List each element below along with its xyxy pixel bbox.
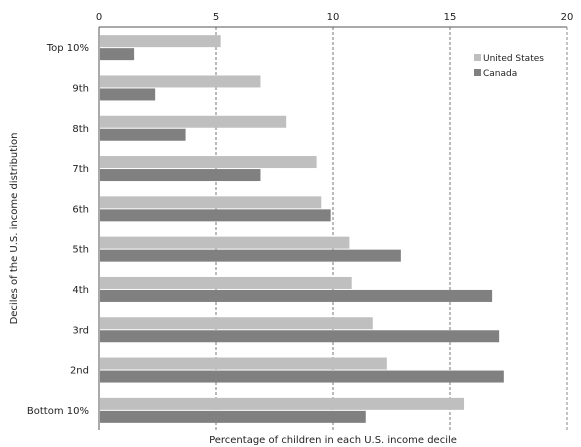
x-tick-label: 20 <box>561 12 574 23</box>
bar-canada <box>100 169 261 182</box>
category-label: 2nd <box>70 366 89 377</box>
bar-canada <box>100 48 135 61</box>
x-tick-label: 10 <box>327 12 340 23</box>
category-label: 3rd <box>72 325 89 336</box>
bar-canada <box>100 410 366 423</box>
category-label: Top 10% <box>46 43 89 54</box>
x-tick-labels: 0 5 10 15 20 <box>96 12 574 23</box>
bar-united-states <box>100 156 317 169</box>
category-label: 7th <box>72 164 89 175</box>
bar-united-states <box>100 276 352 289</box>
bar-canada <box>100 128 186 141</box>
bar-united-states <box>100 75 261 88</box>
category-label: 8th <box>72 124 89 135</box>
category-labels: Top 10% 9th 8th 7th 6th 5th 4th 3rd 2nd Bottom 10… <box>27 43 89 417</box>
bar-canada <box>100 88 156 101</box>
bars <box>100 35 504 423</box>
bar-canada <box>100 209 331 222</box>
category-label: 6th <box>72 204 89 215</box>
y-axis-title: Deciles of the U.S. income distribution <box>9 133 20 325</box>
bar-canada <box>100 289 493 302</box>
category-label: 4th <box>72 285 89 296</box>
x-tick-label: 5 <box>213 12 219 23</box>
legend-swatch <box>474 54 481 61</box>
bar-canada <box>100 249 401 262</box>
bar-united-states <box>100 317 373 330</box>
bar-united-states <box>100 236 350 249</box>
bar-united-states <box>100 357 387 370</box>
legend-label: United States <box>483 54 544 64</box>
bar-united-states <box>100 196 322 209</box>
category-label: 5th <box>72 245 89 256</box>
category-label: Bottom 10% <box>27 406 89 417</box>
x-tick-label: 0 <box>96 12 102 23</box>
legend-label: Canada <box>483 69 517 79</box>
bar-canada <box>100 370 504 383</box>
bar-canada <box>100 330 500 343</box>
x-axis-title: Percentage of children in each U.S. inco… <box>209 435 457 446</box>
legend-swatch <box>474 69 481 76</box>
bar-united-states <box>100 397 465 410</box>
category-label: 9th <box>72 83 89 94</box>
bar-united-states <box>100 115 287 128</box>
x-tick-label: 15 <box>444 12 457 23</box>
bar-united-states <box>100 35 221 48</box>
legend: United States Canada <box>474 54 544 79</box>
